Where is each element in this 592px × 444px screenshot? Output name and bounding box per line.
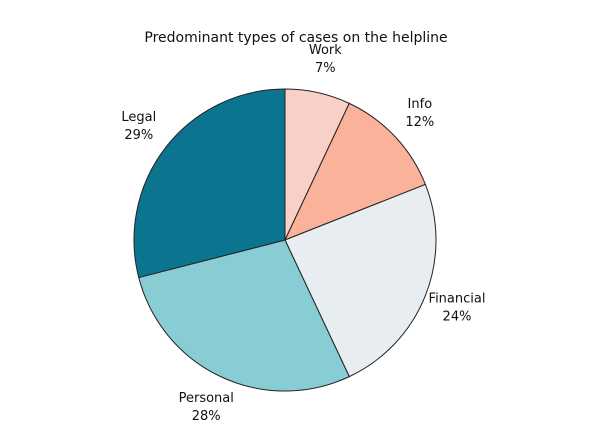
slice-label: Info: [408, 97, 433, 112]
slice-value-label: 12%: [405, 115, 434, 130]
slice-value-label: 7%: [315, 61, 336, 76]
slice-label: Financial: [429, 292, 486, 307]
slice-label: Work: [309, 43, 342, 58]
slice-value-label: 29%: [124, 128, 153, 143]
chart-title: Predominant types of cases on the helpli…: [144, 30, 447, 46]
pie-slice: [284, 183, 437, 378]
slice-value-label: 24%: [443, 310, 472, 325]
slice-label: Legal: [121, 110, 156, 125]
pie-slice: [138, 239, 350, 392]
pie-slice: [133, 88, 286, 279]
pie-slice: [284, 102, 427, 241]
slice-value-label: 28%: [192, 409, 221, 424]
slice-label: Personal: [179, 391, 234, 406]
